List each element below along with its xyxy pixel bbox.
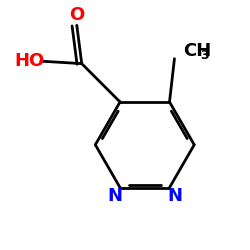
Text: N: N — [108, 187, 122, 205]
Text: N: N — [167, 187, 182, 205]
Text: 3: 3 — [200, 49, 208, 62]
Text: O: O — [69, 6, 84, 25]
Text: CH: CH — [183, 42, 211, 60]
Text: HO: HO — [15, 52, 45, 70]
